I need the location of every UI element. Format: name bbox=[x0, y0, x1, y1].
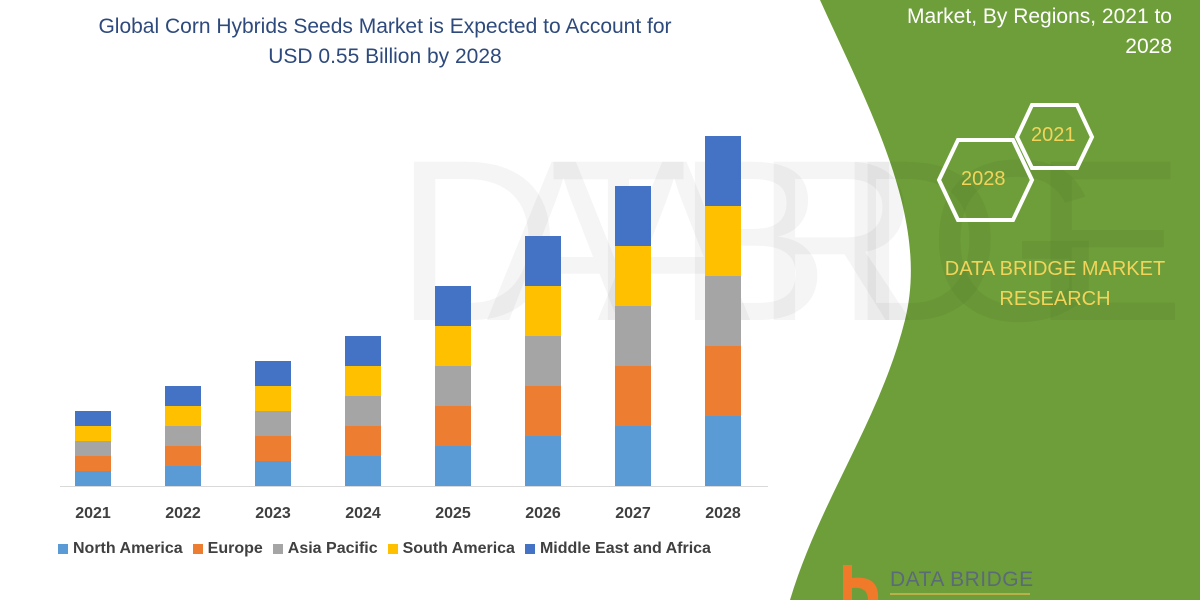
bar-segment-2025-asia-pacific bbox=[435, 366, 471, 406]
x-tick-label: 2021 bbox=[75, 505, 111, 522]
bar-segment-2026-north-america bbox=[525, 436, 561, 486]
side-title-line-1: Market, By Regions, 2021 to bbox=[907, 5, 1172, 28]
bar-segment-2028-asia-pacific bbox=[705, 276, 741, 346]
bar-segment-2023-south-america bbox=[255, 386, 291, 411]
bar-segment-2023-europe bbox=[255, 436, 291, 461]
bar-segment-2024-middle-east-and-africa bbox=[345, 336, 381, 366]
bar-segment-2022-south-america bbox=[165, 406, 201, 426]
title-line-2: USD 0.55 Billion by 2028 bbox=[268, 45, 502, 68]
bar-segment-2025-south-america bbox=[435, 326, 471, 366]
side-title-line-2: 2028 bbox=[1125, 35, 1172, 58]
bar-segment-2024-europe bbox=[345, 426, 381, 456]
legend-swatch bbox=[58, 544, 68, 554]
chart-title: Global Corn Hybrids Seeds Market is Expe… bbox=[40, 12, 730, 72]
bar-segment-2022-north-america bbox=[165, 466, 201, 486]
bar-segment-2022-middle-east-and-africa bbox=[165, 386, 201, 406]
hex-label-2028: 2028 bbox=[961, 168, 1006, 190]
bar-segment-2021-europe bbox=[75, 456, 111, 471]
bar-segment-2024-south-america bbox=[345, 366, 381, 396]
legend-label: Asia Pacific bbox=[287, 540, 378, 557]
brand-name: DATA BRIDGE MARKET RESEARCH bbox=[915, 254, 1195, 314]
x-tick-label: 2024 bbox=[345, 505, 381, 522]
legend-label: North America bbox=[73, 540, 183, 557]
bar-segment-2021-south-america bbox=[75, 426, 111, 441]
bar-segment-2021-asia-pacific bbox=[75, 441, 111, 456]
bar-segment-2028-middle-east-and-africa bbox=[705, 136, 741, 206]
legend-label: South America bbox=[402, 540, 515, 557]
hexagon-2021-icon bbox=[1014, 103, 1095, 170]
x-tick-label: 2025 bbox=[435, 505, 471, 522]
title-line-1: Global Corn Hybrids Seeds Market is Expe… bbox=[98, 15, 672, 38]
bar-segment-2023-middle-east-and-africa bbox=[255, 361, 291, 386]
logo-icon bbox=[843, 565, 1030, 600]
bar-segment-2026-middle-east-and-africa bbox=[525, 236, 561, 286]
legend: North America Europe Asia Pacific South Ame… bbox=[58, 540, 711, 558]
bar-segment-2027-europe bbox=[615, 366, 651, 426]
bar-segment-2021-middle-east-and-africa bbox=[75, 411, 111, 426]
bar-segment-2024-north-america bbox=[345, 456, 381, 486]
bar-segment-2025-north-america bbox=[435, 446, 471, 486]
bar-segment-2028-europe bbox=[705, 346, 741, 416]
bar-segment-2027-south-america bbox=[615, 246, 651, 306]
bar-segment-2023-north-america bbox=[255, 461, 291, 486]
x-tick-label: 2022 bbox=[165, 505, 201, 522]
hexagon-2028-icon bbox=[936, 138, 1035, 222]
legend-item: North America bbox=[58, 540, 183, 558]
bar-segment-2027-asia-pacific bbox=[615, 306, 651, 366]
legend-swatch bbox=[524, 544, 535, 554]
bar-segment-2028-north-america bbox=[705, 416, 741, 486]
green-panel bbox=[790, 0, 1200, 600]
legend-swatch bbox=[387, 544, 398, 554]
legend-item: Asia Pacific bbox=[272, 540, 378, 558]
bar-segment-2022-asia-pacific bbox=[165, 426, 201, 446]
bar-segment-2026-south-america bbox=[525, 286, 561, 336]
x-tick-label: 2027 bbox=[615, 505, 651, 522]
side-title: Market, By Regions, 2021 to 2028 bbox=[852, 2, 1172, 62]
bar-segment-2028-south-america bbox=[705, 206, 741, 276]
bar-segment-2025-europe bbox=[435, 406, 471, 446]
x-tick-label: 2028 bbox=[705, 505, 741, 522]
legend-swatch bbox=[192, 544, 203, 554]
logo-text: DATA BRIDGE bbox=[890, 568, 1034, 591]
bar-segment-2021-north-america bbox=[75, 471, 111, 486]
bar-segment-2027-middle-east-and-africa bbox=[615, 186, 651, 246]
legend-label: Europe bbox=[207, 540, 263, 557]
bar-segment-2026-europe bbox=[525, 386, 561, 436]
legend-item: South America bbox=[387, 540, 515, 558]
hex-label-2021: 2021 bbox=[1031, 124, 1076, 146]
bar-segment-2027-north-america bbox=[615, 426, 651, 486]
stacked-bar-chart: 2021 2022 2023 2024 2025 2026 2027 2028 bbox=[60, 136, 768, 522]
legend-item: Europe bbox=[192, 540, 263, 558]
bar-segment-2023-asia-pacific bbox=[255, 411, 291, 436]
bar-segment-2025-middle-east-and-africa bbox=[435, 286, 471, 326]
x-tick-label: 2023 bbox=[255, 505, 291, 522]
x-tick-label: 2026 bbox=[525, 505, 561, 522]
bar-segment-2026-asia-pacific bbox=[525, 336, 561, 386]
legend-item: Middle East and Africa bbox=[524, 540, 711, 558]
bar-segment-2024-asia-pacific bbox=[345, 396, 381, 426]
legend-label: Middle East and Africa bbox=[539, 540, 711, 557]
legend-swatch bbox=[272, 544, 283, 554]
bar-segment-2022-europe bbox=[165, 446, 201, 466]
brand-line-1: DATA BRIDGE MARKET bbox=[944, 258, 1166, 280]
brand-line-2: RESEARCH bbox=[999, 288, 1111, 310]
